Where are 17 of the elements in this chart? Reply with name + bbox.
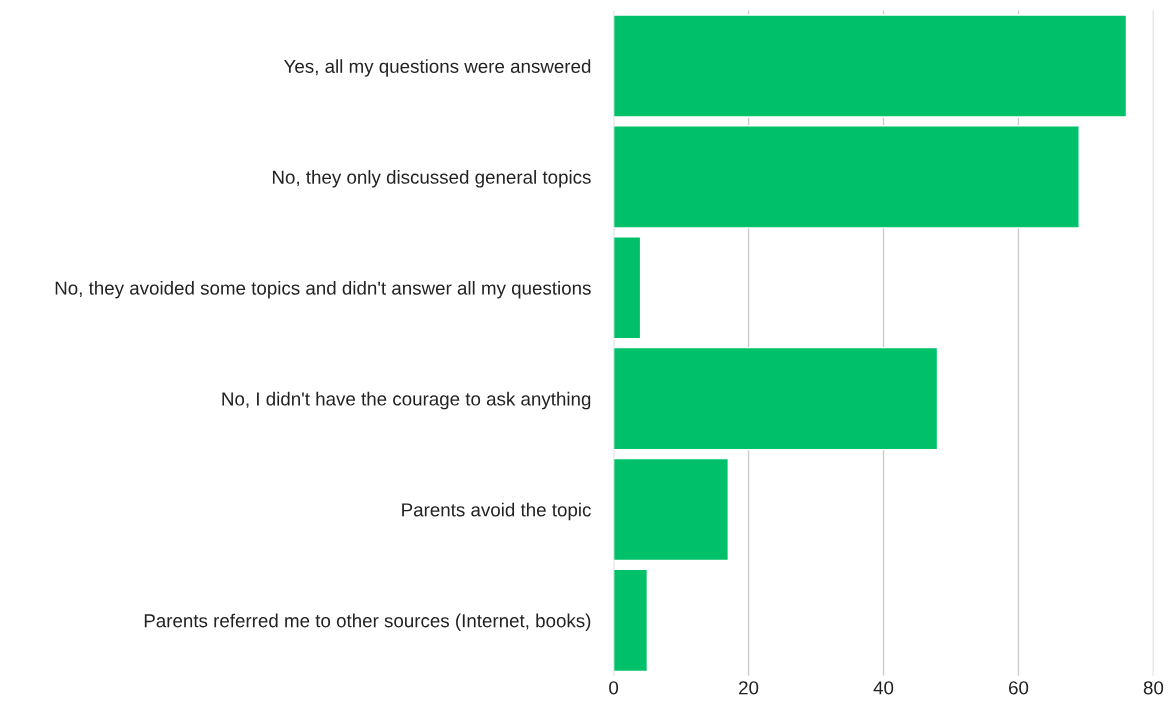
bar: [613, 457, 730, 562]
y-tick-label: No, I didn't have the courage to ask anything: [222, 391, 591, 410]
y-tick-label: Yes, all my questions were answered: [284, 59, 591, 77]
y-tick-label: No, they only discussed general topics: [272, 170, 591, 188]
y-tick-label: No, they avoided some topics and didn't answer all my questions: [55, 280, 591, 299]
y-tick-label: Parents referred me to other sources (Internet, books): [144, 613, 591, 632]
bar: [613, 346, 939, 451]
y-tick-label: Parents avoid the topic: [402, 502, 591, 521]
bar: [613, 125, 1080, 229]
x-tick-label: 60: [1009, 681, 1029, 695]
x-tick-label: 20: [739, 681, 759, 695]
x-tick-label: 80: [1143, 681, 1164, 695]
bar: [613, 568, 649, 673]
bar: [613, 14, 1128, 118]
bar: [613, 236, 642, 340]
x-tick-label: 0: [609, 681, 619, 695]
x-tick-label: 40: [873, 681, 894, 695]
